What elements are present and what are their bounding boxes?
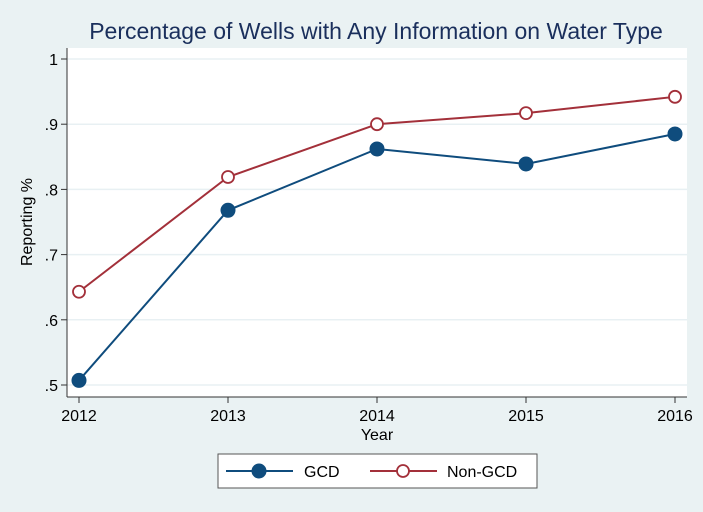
y-tick-label: .5: [45, 378, 58, 395]
y-axis-title: Reporting %: [19, 178, 36, 266]
y-tick-label: .8: [45, 182, 58, 199]
data-point: [667, 126, 683, 142]
x-tick-label: 2013: [210, 408, 246, 425]
x-tick-label: 2014: [359, 408, 395, 425]
data-point: [518, 156, 534, 172]
x-tick-label: 2016: [657, 408, 693, 425]
x-axis-ticks: 2012 2013 2014 2015 2016: [61, 397, 693, 425]
legend-item-non-gcd: Non-GCD: [370, 464, 517, 481]
data-point: [369, 141, 385, 157]
legend-label: Non-GCD: [447, 464, 517, 481]
legend-label: GCD: [304, 464, 340, 481]
x-tick-label: 2012: [61, 408, 97, 425]
y-axis-ticks: .5 .6 .7 .8 .9 1: [45, 52, 67, 395]
chart-title: Percentage of Wells with Any Information…: [89, 18, 663, 44]
legend-marker: [251, 463, 267, 479]
series-non-gcd: [72, 89, 682, 299]
data-point: [221, 170, 235, 184]
data-point: [370, 117, 384, 132]
y-tick-label: .6: [45, 313, 58, 330]
legend: GCD Non-GCD: [217, 453, 538, 489]
data-point: [519, 106, 533, 121]
y-tick-label: .9: [45, 117, 58, 134]
series-gcd: [71, 126, 683, 388]
y-tick-label: .7: [45, 248, 58, 265]
y-tick-label: 1: [49, 52, 58, 69]
data-point: [220, 202, 236, 218]
plot-area: [67, 48, 687, 397]
data-point: [72, 284, 86, 299]
legend-marker: [396, 464, 410, 478]
series-group: [71, 89, 683, 388]
data-point: [71, 372, 87, 388]
x-tick-label: 2015: [508, 408, 544, 425]
x-axis-title: Year: [361, 427, 394, 444]
legend-item-gcd: GCD: [226, 463, 340, 481]
data-point: [668, 89, 682, 104]
